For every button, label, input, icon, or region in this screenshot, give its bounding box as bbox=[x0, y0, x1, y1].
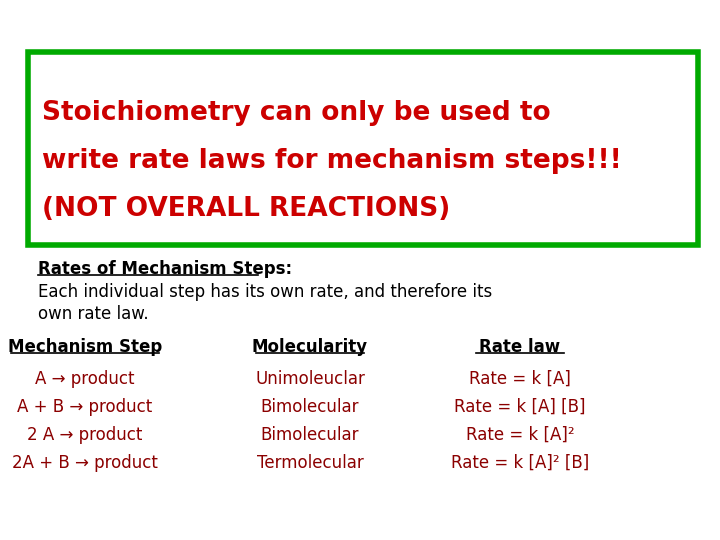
Text: (NOT OVERALL REACTIONS): (NOT OVERALL REACTIONS) bbox=[42, 196, 450, 222]
Text: Termolecular: Termolecular bbox=[256, 454, 364, 472]
Text: Rate law: Rate law bbox=[480, 338, 561, 356]
Text: own rate law.: own rate law. bbox=[38, 305, 148, 323]
Text: Rate = k [A]: Rate = k [A] bbox=[469, 370, 571, 388]
Text: A → product: A → product bbox=[35, 370, 135, 388]
Text: Mechanism Step: Mechanism Step bbox=[8, 338, 162, 356]
Text: Stoichiometry can only be used to: Stoichiometry can only be used to bbox=[42, 100, 551, 126]
Text: Molecularity: Molecularity bbox=[252, 338, 368, 356]
Text: A + B → product: A + B → product bbox=[17, 398, 153, 416]
Text: 2A + B → product: 2A + B → product bbox=[12, 454, 158, 472]
Text: Rate = k [A] [B]: Rate = k [A] [B] bbox=[454, 398, 586, 416]
Text: Rate = k [A]² [B]: Rate = k [A]² [B] bbox=[451, 454, 589, 472]
Text: Unimoleuclar: Unimoleuclar bbox=[255, 370, 365, 388]
Text: write rate laws for mechanism steps!!!: write rate laws for mechanism steps!!! bbox=[42, 148, 622, 174]
Text: Each individual step has its own rate, and therefore its: Each individual step has its own rate, a… bbox=[38, 283, 492, 301]
FancyBboxPatch shape bbox=[28, 52, 698, 245]
Text: 2 A → product: 2 A → product bbox=[27, 426, 143, 444]
Text: Rate = k [A]²: Rate = k [A]² bbox=[466, 426, 575, 444]
Text: Bimolecular: Bimolecular bbox=[261, 426, 359, 444]
Text: Bimolecular: Bimolecular bbox=[261, 398, 359, 416]
Text: Rates of Mechanism Steps:: Rates of Mechanism Steps: bbox=[38, 260, 292, 278]
